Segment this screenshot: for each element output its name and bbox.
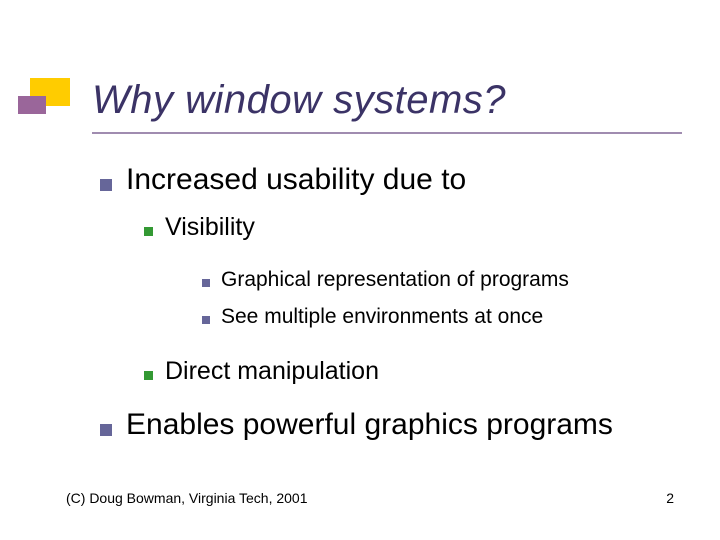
footer-page-number: 2 xyxy=(666,490,674,506)
slide-title: Why window systems? xyxy=(92,78,506,123)
accent-purple xyxy=(18,96,46,114)
bullet-text: Increased usability due to xyxy=(126,160,466,201)
bullet-lvl3: Graphical representation of programs xyxy=(202,266,680,294)
bullet-text: Enables powerful graphics programs xyxy=(126,405,613,446)
square-bullet-icon xyxy=(100,424,112,436)
bullet-text: Visibility xyxy=(165,211,255,245)
bullet-text: See multiple environments at once xyxy=(221,303,543,331)
bullet-lvl1: Enables powerful graphics programs xyxy=(100,405,680,446)
slide-footer: (C) Doug Bowman, Virginia Tech, 2001 2 xyxy=(66,490,674,506)
title-underline xyxy=(92,132,682,134)
bullet-lvl1: Increased usability due to xyxy=(100,160,680,201)
bullet-lvl3: See multiple environments at once xyxy=(202,303,680,331)
bullet-lvl2: Direct manipulation xyxy=(144,355,680,389)
square-bullet-icon xyxy=(144,371,153,380)
title-decoration xyxy=(18,78,76,118)
square-bullet-icon xyxy=(100,179,112,191)
square-bullet-icon xyxy=(202,316,210,324)
bullet-text: Graphical representation of programs xyxy=(221,266,569,294)
slide-content: Increased usability due to Visibility Gr… xyxy=(100,160,680,451)
bullet-text: Direct manipulation xyxy=(165,355,379,389)
square-bullet-icon xyxy=(144,227,153,236)
footer-copyright: (C) Doug Bowman, Virginia Tech, 2001 xyxy=(66,490,308,506)
bullet-lvl2: Visibility xyxy=(144,211,680,245)
square-bullet-icon xyxy=(202,279,210,287)
